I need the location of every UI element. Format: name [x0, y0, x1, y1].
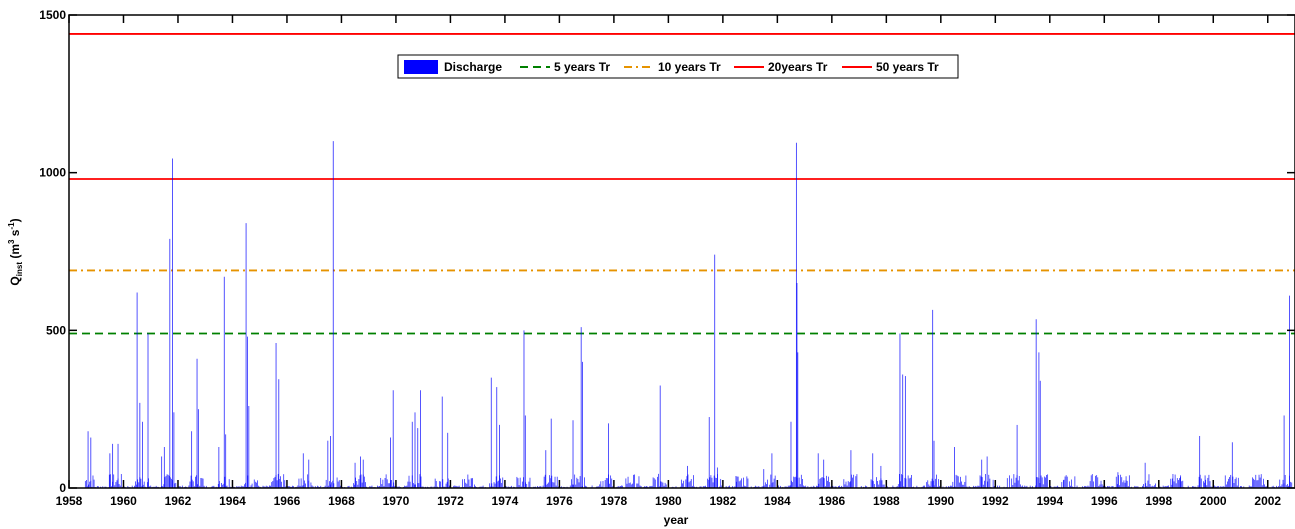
- x-tick-label: 1964: [219, 494, 246, 508]
- legend-label-50yr: 50 years Tr: [876, 60, 939, 74]
- y-tick-label: 1000: [39, 166, 66, 180]
- return-period-lines: [69, 33, 1295, 335]
- legend-box: [397, 54, 959, 79]
- discharge-bars: [84, 141, 1295, 488]
- x-tick-label: 2000: [1200, 494, 1227, 508]
- x-tick-label: 1970: [383, 494, 410, 508]
- legend: Discharge 5 years Tr 10 years Tr 20years…: [397, 54, 959, 79]
- axis-ticks: [68, 14, 1295, 489]
- y-tick-label: 1500: [39, 8, 66, 22]
- y-tick-label: 500: [46, 323, 66, 337]
- x-tick-label: 1994: [1036, 494, 1063, 508]
- x-tick-label: 1982: [710, 494, 737, 508]
- x-tick-label: 1980: [655, 494, 682, 508]
- x-tick-labels: 1958 1960 1962 1964 1966 1968 1970 1972 1974 1976…: [56, 494, 1282, 508]
- x-tick-label: 1966: [274, 494, 301, 508]
- x-tick-label: 1960: [110, 494, 137, 508]
- x-tick-label: 1984: [764, 494, 791, 508]
- legend-label-discharge: Discharge: [444, 60, 502, 74]
- x-tick-label: 1968: [328, 494, 355, 508]
- y-tick-labels: 0 500 1000 1500: [39, 8, 66, 495]
- x-tick-label: 2002: [1254, 494, 1281, 508]
- legend-label-5yr: 5 years Tr: [554, 60, 610, 74]
- x-tick-label: 1978: [601, 494, 628, 508]
- legend-swatch-discharge: [404, 60, 438, 74]
- x-tick-label: 1996: [1091, 494, 1118, 508]
- x-tick-label: 1962: [165, 494, 192, 508]
- x-tick-label: 1972: [437, 494, 464, 508]
- x-tick-label: 1990: [927, 494, 954, 508]
- y-tick-label: 0: [59, 481, 66, 495]
- x-tick-label: 1976: [546, 494, 573, 508]
- x-tick-label: 1974: [492, 494, 519, 508]
- x-tick-label: 1998: [1145, 494, 1172, 508]
- y-axis-title: Qinst (m3 s-1): [7, 218, 24, 285]
- legend-label-20yr: 20years Tr: [768, 60, 828, 74]
- plot-frame: [68, 14, 1295, 489]
- x-tick-label: 1988: [873, 494, 900, 508]
- x-tick-label: 1992: [982, 494, 1009, 508]
- legend-label-10yr: 10 years Tr: [658, 60, 721, 74]
- x-tick-label: 1986: [818, 494, 845, 508]
- x-axis-title: year: [664, 513, 689, 527]
- x-tick-label: 1958: [56, 494, 83, 508]
